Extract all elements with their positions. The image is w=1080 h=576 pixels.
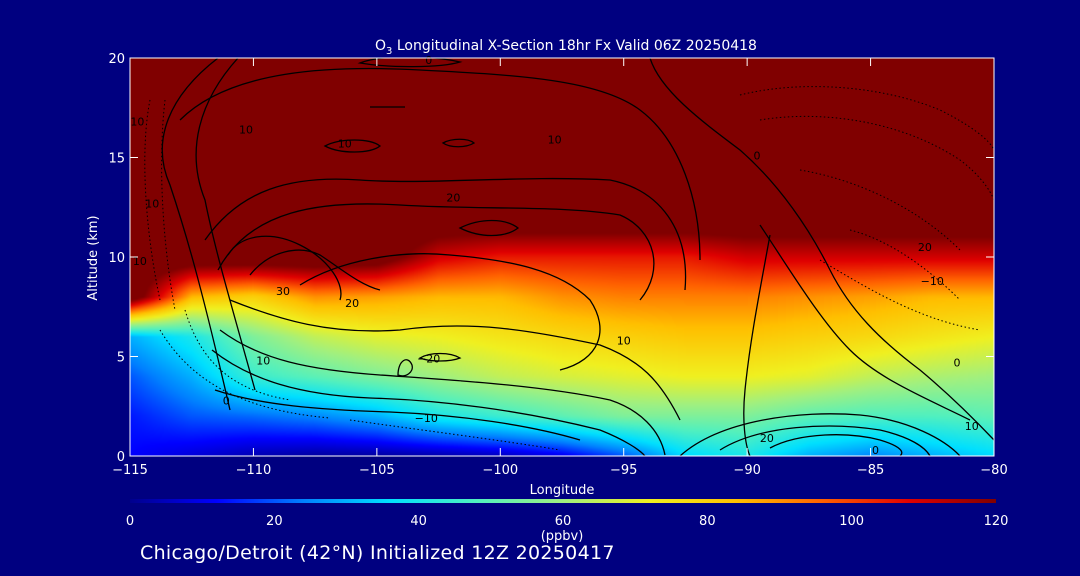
contour-label: 0 [872, 444, 879, 457]
y-tick-label: 15 [108, 152, 125, 167]
contour-line [769, 434, 903, 456]
chart-title: O3 Longitudinal X-Section 18hr Fx Valid … [375, 38, 757, 57]
contour-line [649, 58, 994, 441]
contour-label: 20 [918, 241, 932, 254]
contour-line [219, 329, 666, 456]
contour-label: 20 [446, 191, 460, 204]
contour-line [299, 253, 601, 371]
contour-line [144, 99, 161, 301]
contour-label: 20 [760, 432, 774, 445]
contour-labels: 0 10 10 10 10 0 10 20 20 −10 10 30 20 10 10 −20 0 0 −10 10 2… [130, 54, 978, 457]
x-tick-label: −80 [980, 463, 1007, 478]
contour-label: 10 [130, 116, 144, 129]
contour-line [211, 349, 646, 456]
colorbar-tick-label: 40 [410, 514, 427, 529]
contour-label: 10 [256, 354, 270, 367]
contour-line [441, 138, 476, 148]
colorbar [130, 499, 996, 503]
contour-line [418, 352, 462, 362]
contour-line [227, 235, 342, 301]
contour-line [349, 419, 561, 451]
contour-line [195, 58, 256, 391]
colorbar-tick-label: 0 [126, 514, 134, 529]
contour-line [679, 413, 961, 456]
contour-line [357, 58, 463, 68]
contour-line [799, 169, 961, 251]
contour-label: 10 [239, 124, 253, 137]
colorbar-tick-label: 120 [984, 514, 1009, 529]
contour-label: −10 [415, 412, 438, 425]
y-tick-label: 10 [108, 251, 125, 266]
x-tick-label: −105 [359, 463, 395, 478]
contour-label: 10 [338, 138, 352, 151]
contour-line [179, 67, 701, 261]
contour-label: −20 [417, 352, 440, 365]
contour-label: 0 [953, 356, 960, 369]
contour-line [323, 139, 382, 153]
footer-text: Chicago/Detroit (42°N) Initialized 12Z 2… [140, 542, 615, 564]
contour-line [161, 58, 231, 411]
contour-label: 0 [425, 54, 432, 67]
contour-line [719, 425, 931, 456]
contour-label: 10 [145, 197, 159, 210]
x-tick-label: −95 [610, 463, 637, 478]
contour-label: −10 [921, 275, 944, 288]
contour-label: 10 [133, 255, 147, 268]
contour-line [759, 224, 971, 421]
contour-line [458, 219, 520, 237]
contour-line [159, 329, 331, 419]
contour-line [217, 203, 655, 301]
contour-line [229, 299, 681, 421]
contour-line [249, 249, 381, 291]
y-tick-label: 0 [117, 450, 125, 465]
x-axis: −115 −110 −105 −100 −95 −90 −85 −80 [112, 58, 1008, 478]
colorbar-tick-label: 80 [699, 514, 716, 529]
x-tick-label: −115 [112, 463, 148, 478]
contour-line [214, 389, 581, 441]
contour-line [739, 86, 994, 151]
y-axis: 0 5 10 15 20 [108, 52, 994, 465]
contour-line [184, 309, 291, 401]
contour-line [161, 99, 176, 311]
contour-line [819, 259, 981, 331]
y-tick-label: 20 [108, 52, 125, 67]
contour-label: 10 [617, 335, 631, 348]
colorbar-tick-label: 60 [555, 514, 572, 529]
x-axis-label: Longitude [530, 483, 595, 498]
contour-label: 0 [754, 150, 761, 163]
ozone-heatmap [130, 58, 994, 456]
colorbar-ticks: 0 20 40 60 80 100 120 [126, 514, 1009, 529]
negative-tendency-contours [144, 86, 994, 451]
contour-label: 20 [345, 297, 359, 310]
y-axis-label: Altitude (km) [86, 215, 101, 300]
x-tick-label: −90 [733, 463, 760, 478]
contour-label: 10 [965, 420, 979, 433]
contour-line [204, 177, 687, 291]
colorbar-tick-label: 20 [266, 514, 283, 529]
contour-line [759, 115, 994, 201]
contour-label: 30 [276, 285, 290, 298]
x-tick-label: −85 [857, 463, 884, 478]
contour-line [849, 229, 961, 301]
y-tick-label: 5 [117, 351, 125, 366]
contour-label: 10 [548, 134, 562, 147]
colorbar-units: (ppbv) [541, 529, 584, 544]
colorbar-tick-label: 100 [839, 514, 864, 529]
ozone-tendency-contours [161, 58, 994, 456]
x-tick-label: −110 [236, 463, 272, 478]
contour-line [397, 359, 413, 377]
contour-label: 0 [223, 394, 230, 407]
x-tick-label: −100 [482, 463, 518, 478]
